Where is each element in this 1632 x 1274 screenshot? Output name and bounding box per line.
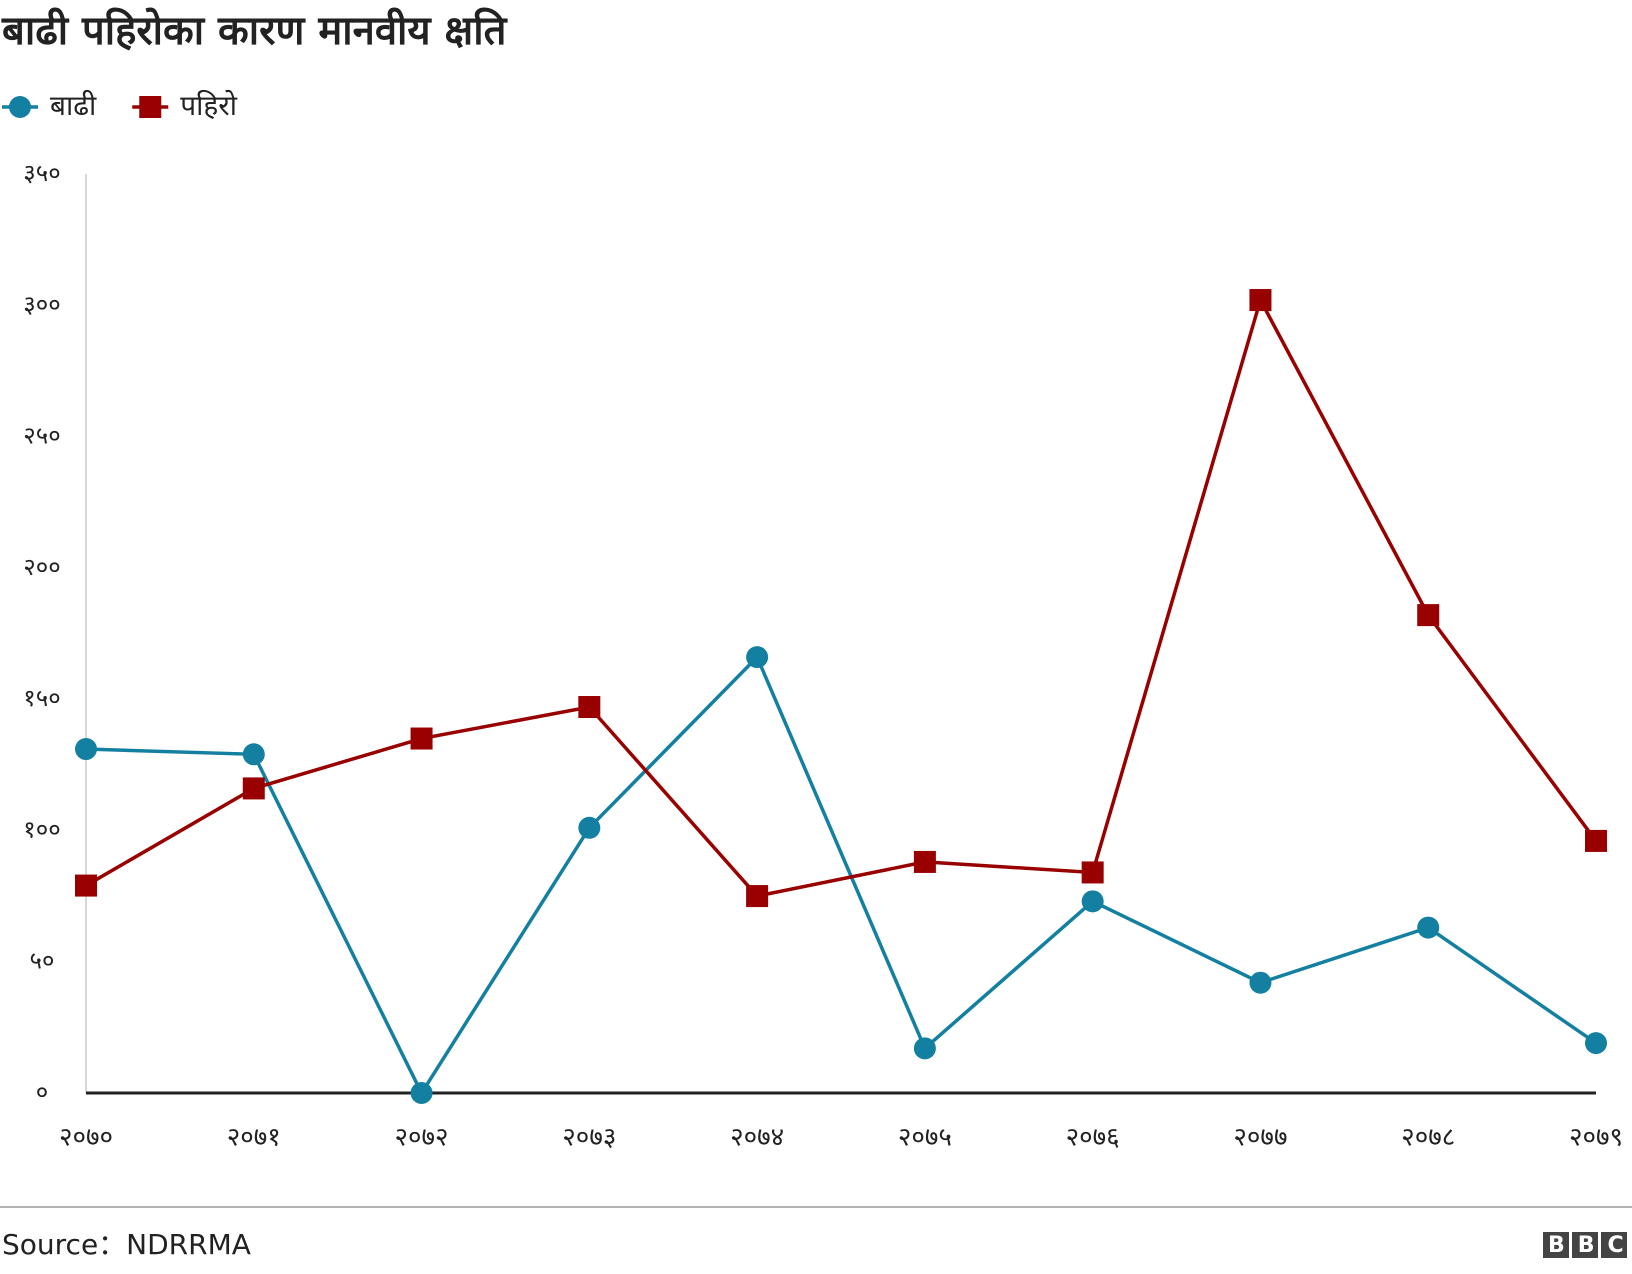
data-point — [410, 727, 433, 750]
data-point — [75, 738, 97, 761]
data-point — [242, 743, 265, 766]
data-point — [1585, 1032, 1607, 1055]
x-tick-label: २०७५ — [898, 1123, 952, 1153]
source: Source：NDRRMA — [2, 1228, 251, 1261]
x-tick-label: २०७६ — [1066, 1123, 1120, 1153]
data-point — [913, 850, 936, 873]
data-point — [410, 1082, 433, 1104]
legend-label: बाढी — [50, 89, 97, 122]
logo-box — [1601, 1232, 1627, 1258]
y-tick-label: ५० — [30, 947, 55, 975]
data-point — [1081, 890, 1104, 913]
data-point — [1585, 829, 1607, 852]
y-tick-label: ० — [36, 1078, 48, 1106]
x-tick-label: २०७० — [59, 1123, 113, 1153]
series-line — [85, 654, 1597, 1097]
data-point — [578, 696, 601, 719]
legend-marker — [139, 96, 162, 118]
chart-title: बाढी पहिरोका कारण मानवीय क्षति — [1, 7, 508, 54]
x-tick-label: २०७९ — [1569, 1123, 1623, 1153]
data-point — [1081, 861, 1104, 884]
legend-label: पहिरो — [180, 89, 237, 122]
x-tick-label: २०७७ — [1233, 1123, 1287, 1153]
data-point — [75, 874, 97, 897]
logo-box — [1543, 1232, 1569, 1258]
y-tick-label: २५० — [23, 422, 60, 450]
x-tick-label: २०७४ — [730, 1123, 784, 1153]
y-tick-label: १०० — [23, 815, 60, 843]
logo-text: BBC — [1548, 1233, 1632, 1258]
data-point — [1249, 289, 1272, 312]
data-point — [746, 646, 769, 669]
x-tick-label: २०७२ — [395, 1123, 449, 1153]
data-point — [913, 1037, 936, 1060]
x-tick-label: २०७८ — [1401, 1123, 1455, 1153]
data-point — [1249, 971, 1272, 994]
y-tick-label: ३५० — [23, 159, 60, 187]
data-point — [578, 816, 601, 839]
logo-box — [1572, 1232, 1598, 1258]
x-tick-label: २०७३ — [562, 1123, 616, 1153]
data-point — [1417, 916, 1440, 939]
x-tick-label: २०७१ — [227, 1123, 281, 1153]
logo: BBC — [1543, 1232, 1632, 1258]
series-line — [85, 295, 1598, 898]
data-point — [746, 885, 769, 908]
data-point — [1417, 604, 1440, 627]
data-point — [242, 777, 265, 800]
y-tick-label: १५० — [23, 684, 60, 712]
legend-marker — [9, 96, 31, 118]
y-tick-label: ३०० — [23, 290, 60, 318]
y-tick-label: २०० — [23, 553, 60, 581]
